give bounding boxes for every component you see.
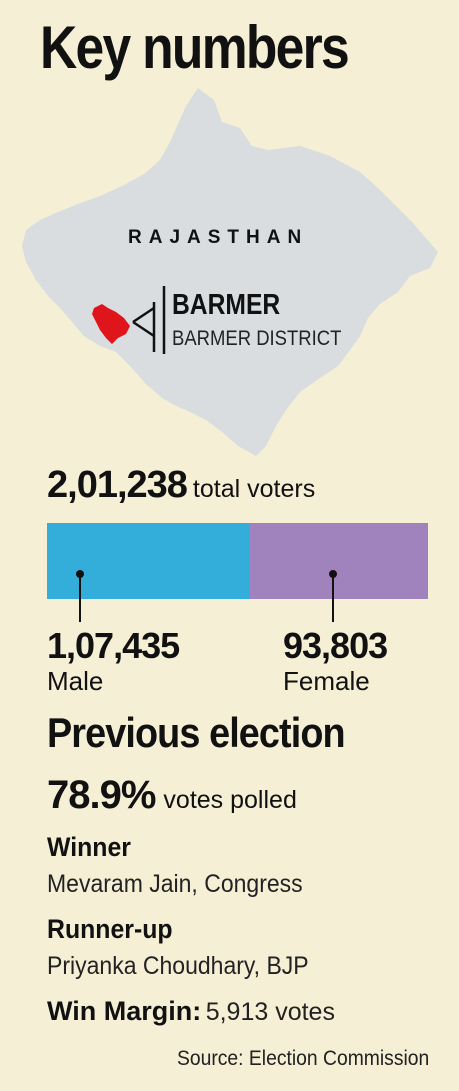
previous-election-heading: Previous election (47, 709, 346, 756)
win-margin-label: Win Margin: (47, 996, 202, 1026)
turnout-label: votes polled (163, 786, 297, 814)
rajasthan-state-shape (22, 88, 438, 456)
total-voters: 2,01,238 total voters (47, 466, 315, 504)
male-count: 1,07,435 (47, 625, 180, 666)
runner-up-value: Priyanka Choudhary, BJP (47, 952, 309, 980)
female-stat: 93,803 Female (283, 625, 388, 696)
male-stat: 1,07,435 Male (47, 625, 180, 696)
barmer-district-shape (92, 304, 130, 344)
runner-up-heading: Runner-up (47, 914, 173, 944)
gender-split-bar (47, 523, 428, 599)
source-credit: Source: Election Commission (176, 1047, 429, 1070)
turnout-value: 78.9% (47, 773, 156, 817)
win-margin-value: 5,913 votes (205, 998, 335, 1026)
rajasthan-map (22, 88, 438, 456)
male-label: Male (47, 666, 104, 696)
label-bracket (132, 302, 156, 352)
total-voters-label: total voters (192, 475, 316, 503)
turnout-row: 78.9% votes polled (47, 775, 297, 815)
female-bar-segment (250, 523, 428, 599)
total-voters-value: 2,01,238 (47, 464, 188, 506)
female-label: Female (283, 666, 370, 696)
state-label: RAJASTHAN (128, 227, 309, 248)
bar-pointers (76, 570, 337, 622)
district-label: BARMER DISTRICT (172, 327, 342, 350)
win-margin-row: Win Margin: 5,913 votes (47, 998, 335, 1025)
winner-heading: Winner (47, 832, 131, 862)
constituency-label: BARMER (172, 289, 281, 321)
winner-value: Mevaram Jain, Congress (47, 870, 303, 898)
page-title: Key numbers (40, 14, 350, 81)
female-count: 93,803 (283, 625, 388, 666)
